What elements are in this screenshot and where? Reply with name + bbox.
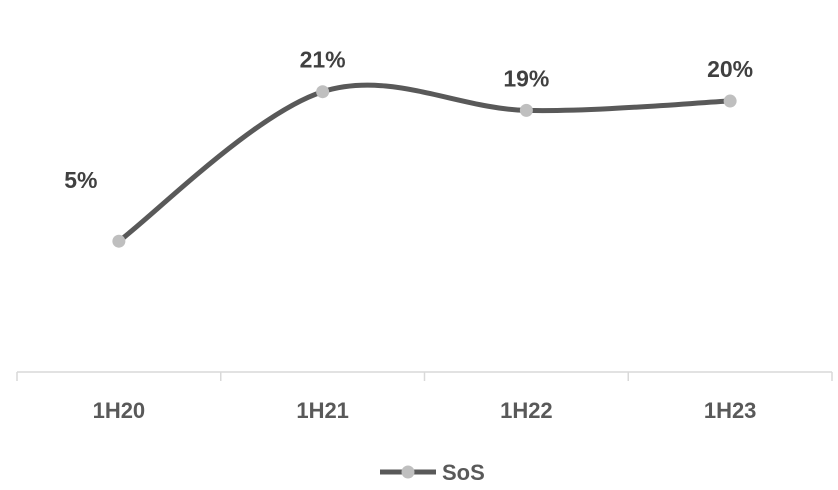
data-point-1h21: [316, 85, 330, 99]
data-label-1h20: 5%: [64, 167, 97, 193]
series-marker-layer: [112, 85, 737, 248]
x-tick-label-1h20: 1H20: [93, 398, 146, 423]
legend-label-sos: SoS: [442, 460, 485, 485]
x-tick-label-1h21: 1H21: [296, 398, 349, 423]
data-label-1h21: 21%: [300, 47, 346, 73]
series-line-sos: [116, 82, 733, 244]
data-label-1h22: 19%: [503, 65, 549, 91]
x-axis: [16, 371, 833, 381]
legend-marker-sos: [401, 465, 415, 479]
legend: SoS: [380, 460, 485, 485]
x-tick-label-1h22: 1H22: [500, 398, 553, 423]
series-line-layer: [116, 82, 733, 244]
x-tick-label-1h23: 1H23: [704, 398, 757, 423]
data-label-layer: 5% 21% 19% 20%: [64, 47, 753, 193]
data-point-1h23: [723, 94, 737, 108]
data-point-1h20: [112, 234, 126, 248]
data-label-1h23: 20%: [707, 56, 753, 82]
x-tick-label-layer: 1H20 1H21 1H22 1H23: [93, 398, 757, 423]
data-point-1h22: [519, 103, 533, 117]
